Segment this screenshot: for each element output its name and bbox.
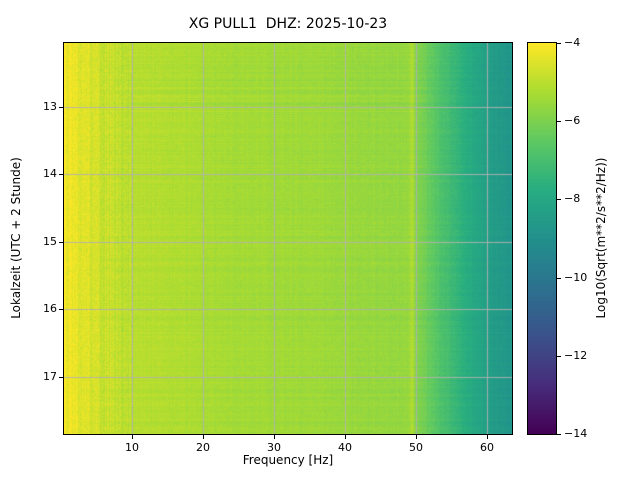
x-tick-mark — [132, 435, 133, 439]
colorbar-tick-mark — [557, 434, 561, 435]
spectrogram-heatmap — [63, 42, 513, 435]
x-tick-label: 50 — [409, 441, 423, 454]
x-tick-mark — [274, 435, 275, 439]
colorbar-tick-label: −4 — [564, 36, 581, 49]
plot-title: XG PULL1 DHZ: 2025-10-23 — [188, 16, 388, 32]
x-tick-label: 30 — [267, 441, 281, 454]
x-tick-label: 60 — [480, 441, 494, 454]
x-tick-mark — [416, 435, 417, 439]
x-tick-label: 20 — [196, 441, 210, 454]
y-tick-mark — [59, 242, 63, 243]
x-tick-mark — [203, 435, 204, 439]
y-tick-label: 15 — [43, 235, 57, 248]
colorbar-tick-label: −6 — [564, 114, 581, 127]
colorbar-label: Log10(Sqrt(m**2/s**2/Hz)) — [594, 157, 608, 319]
colorbar-tick-mark — [557, 356, 561, 357]
colorbar-tick-label: −10 — [564, 271, 588, 284]
y-tick-mark — [59, 107, 63, 108]
y-tick-mark — [59, 377, 63, 378]
colorbar-tick-mark — [557, 43, 561, 44]
y-tick-mark — [59, 309, 63, 310]
x-tick-label: 40 — [338, 441, 352, 454]
y-tick-label: 14 — [43, 167, 57, 180]
y-axis-label: Lokalzeit (UTC + 2 Stunde) — [9, 157, 23, 319]
colorbar-tick-mark — [557, 121, 561, 122]
y-tick-label: 17 — [43, 370, 57, 383]
x-axis-label: Frequency [Hz] — [242, 453, 334, 467]
colorbar — [527, 42, 557, 435]
colorbar-tick-label: −14 — [564, 427, 588, 440]
x-tick-mark — [345, 435, 346, 439]
y-tick-mark — [59, 174, 63, 175]
x-tick-label: 10 — [125, 441, 139, 454]
y-tick-label: 13 — [43, 100, 57, 113]
x-tick-mark — [487, 435, 488, 439]
colorbar-tick-mark — [557, 199, 561, 200]
colorbar-tick-label: −8 — [564, 192, 581, 205]
colorbar-tick-label: −12 — [564, 349, 588, 362]
y-tick-label: 16 — [43, 302, 57, 315]
colorbar-tick-mark — [557, 278, 561, 279]
